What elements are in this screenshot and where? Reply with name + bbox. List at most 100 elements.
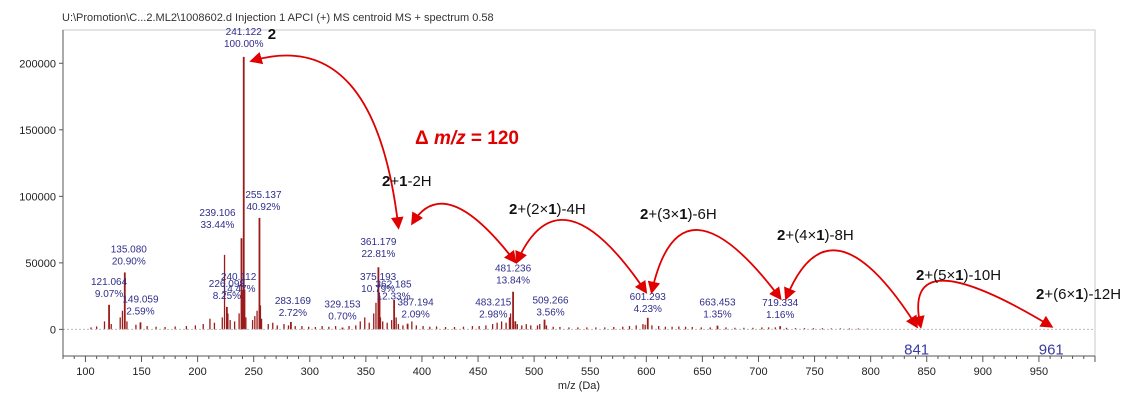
series-label-part: 2 bbox=[382, 173, 390, 190]
x-tick-label: 650 bbox=[693, 366, 711, 378]
x-tick-label: 550 bbox=[581, 366, 599, 378]
y-tick-label: 150000 bbox=[19, 125, 56, 137]
peak-percent-label: 2.98% bbox=[479, 309, 507, 320]
series-label-part: 1 bbox=[1075, 286, 1083, 303]
peak-mz-label: 255.137 bbox=[245, 190, 282, 201]
peak-mz-label: 601.293 bbox=[630, 292, 667, 303]
peak-mz-label: 719.334 bbox=[762, 298, 799, 309]
peak-mz-label: 483.215 bbox=[475, 297, 512, 308]
peak-mz-label: 239.106 bbox=[199, 208, 236, 219]
peak-mz-label: 329.153 bbox=[324, 300, 361, 311]
series-label-part: +(4× bbox=[785, 227, 816, 244]
delta-mz-annotation: Δ m/z = 120 bbox=[415, 128, 519, 149]
extrapolated-mz-label: 841 bbox=[904, 341, 929, 358]
series-label-part: 1 bbox=[816, 227, 824, 244]
peak-mz-label: 241.122 bbox=[226, 27, 263, 38]
series-label-part: )-8H bbox=[825, 227, 854, 244]
series-label-part: 2 bbox=[1036, 286, 1044, 303]
series-label-part: + bbox=[390, 173, 399, 190]
x-tick-label: 200 bbox=[188, 366, 206, 378]
peak-percent-label: 2.59% bbox=[126, 306, 154, 317]
peak-mz-label: 387.194 bbox=[398, 298, 435, 309]
series-label-part: 1 bbox=[955, 267, 963, 284]
x-axis-label: m/z (Da) bbox=[558, 380, 600, 392]
chart-title: U:\Promotion\C...2.ML2\1008602.d Injecti… bbox=[62, 12, 494, 24]
delta-arrow-4 bbox=[647, 229, 782, 301]
peak-mz-label: 226.098 bbox=[209, 279, 246, 290]
x-axis: 100 150 200 250 300 350 400 450 500 550 600 650 700 7… bbox=[62, 355, 1096, 378]
series-label-part: )-12H bbox=[1084, 286, 1122, 303]
delta-value: = 120 bbox=[466, 128, 519, 149]
peak-percent-label: 33.44% bbox=[201, 220, 235, 231]
y-tick-label: 100000 bbox=[19, 191, 56, 203]
series-label-part: 2 bbox=[640, 206, 648, 223]
peak-percent-label: 13.84% bbox=[496, 276, 530, 287]
x-tick-label: 100 bbox=[76, 366, 94, 378]
major-peaks-group bbox=[108, 56, 782, 330]
peak-percent-label: 3.56% bbox=[536, 308, 564, 319]
series-label-part: )-4H bbox=[557, 201, 586, 218]
x-tick-label: 250 bbox=[245, 366, 263, 378]
x-tick-label: 950 bbox=[1030, 366, 1048, 378]
y-tick-label: 50000 bbox=[25, 258, 56, 270]
x-tick-label: 800 bbox=[861, 366, 879, 378]
peak-mz-label: 362.185 bbox=[375, 280, 412, 291]
peak-percent-label: 4.23% bbox=[634, 304, 662, 315]
x-tick-label: 900 bbox=[974, 366, 992, 378]
x-tick-label: 500 bbox=[525, 366, 543, 378]
peak-percent-label: 9.07% bbox=[95, 289, 123, 300]
x-tick-label: 850 bbox=[918, 366, 936, 378]
peak-percent-label: 14.47% bbox=[222, 284, 256, 295]
series-label-part: 2 bbox=[509, 201, 517, 218]
x-tick-label: 300 bbox=[301, 366, 319, 378]
peak-percent-label: 0.70% bbox=[328, 312, 356, 323]
series-label-part: +(2× bbox=[517, 201, 548, 218]
series-label-part: +(6× bbox=[1044, 286, 1075, 303]
x-tick-label: 150 bbox=[132, 366, 150, 378]
x-tick-label: 750 bbox=[805, 366, 823, 378]
x-tick-label: 600 bbox=[637, 366, 655, 378]
peak-percent-label: 20.90% bbox=[112, 256, 146, 267]
series-label-part: 1 bbox=[548, 201, 556, 218]
peak-percent-label: 12.33% bbox=[377, 292, 411, 303]
peak-mz-label: 509.266 bbox=[532, 296, 569, 307]
delta-arrow-2 bbox=[411, 202, 517, 264]
series-label-part: 1 bbox=[679, 206, 687, 223]
oligomer-series-label: 2+1-2H bbox=[382, 173, 432, 190]
oligomer-series-label: 2+(4×1)-8H bbox=[777, 227, 854, 244]
oligomer-series-label: 2+(2×1)-4H bbox=[509, 201, 586, 218]
peak-percent-label: 22.81% bbox=[361, 249, 395, 260]
peak-percent-label: 100.00% bbox=[224, 39, 264, 50]
oligomer-series-label: 2+(5×1)-10H bbox=[916, 267, 1001, 284]
peak-mz-label: 361.179 bbox=[360, 237, 397, 248]
delta-prefix: Δ bbox=[415, 128, 434, 149]
x-tick-label: 400 bbox=[413, 366, 431, 378]
peak-mz-label: 663.453 bbox=[699, 298, 736, 309]
delta-arrow-3 bbox=[515, 219, 648, 294]
series-label-part: )-10H bbox=[964, 267, 1002, 284]
peak-mz-label: 375.193 bbox=[360, 272, 397, 283]
peak-percent-label: 40.92% bbox=[246, 202, 280, 213]
peak-labels-group: 121.0649.07%135.08020.90%149.0592.59%226… bbox=[91, 27, 799, 323]
delta-arrow-1 bbox=[249, 52, 404, 230]
y-axis: 0 50000 100000 150000 200000 bbox=[19, 30, 64, 356]
peak-percent-label: 2.72% bbox=[279, 308, 307, 319]
peak-mz-label: 135.080 bbox=[111, 244, 148, 255]
peak-percent-label: 1.16% bbox=[766, 310, 794, 321]
series-label-part: +(3× bbox=[648, 206, 679, 223]
series-label-part: 1 bbox=[399, 173, 407, 190]
series-label-part: 2 bbox=[916, 267, 924, 284]
extrapolated-mz-label: 961 bbox=[1039, 341, 1064, 358]
peak-percent-label: 1.35% bbox=[703, 310, 731, 321]
peak-percent-label: 8.25% bbox=[213, 291, 241, 302]
x-tick-label: 700 bbox=[749, 366, 767, 378]
plot-frame bbox=[62, 29, 1096, 357]
peak-percent-label: 2.09% bbox=[401, 310, 429, 321]
y-tick-label: 0 bbox=[50, 324, 56, 336]
oligomer-series-label: 2+(3×1)-6H bbox=[640, 206, 717, 223]
series-label-part: -2H bbox=[407, 173, 431, 190]
series-label-part: 2 bbox=[777, 227, 785, 244]
series-label-part: +(5× bbox=[924, 267, 955, 284]
delta-arrow-5 bbox=[784, 249, 918, 329]
